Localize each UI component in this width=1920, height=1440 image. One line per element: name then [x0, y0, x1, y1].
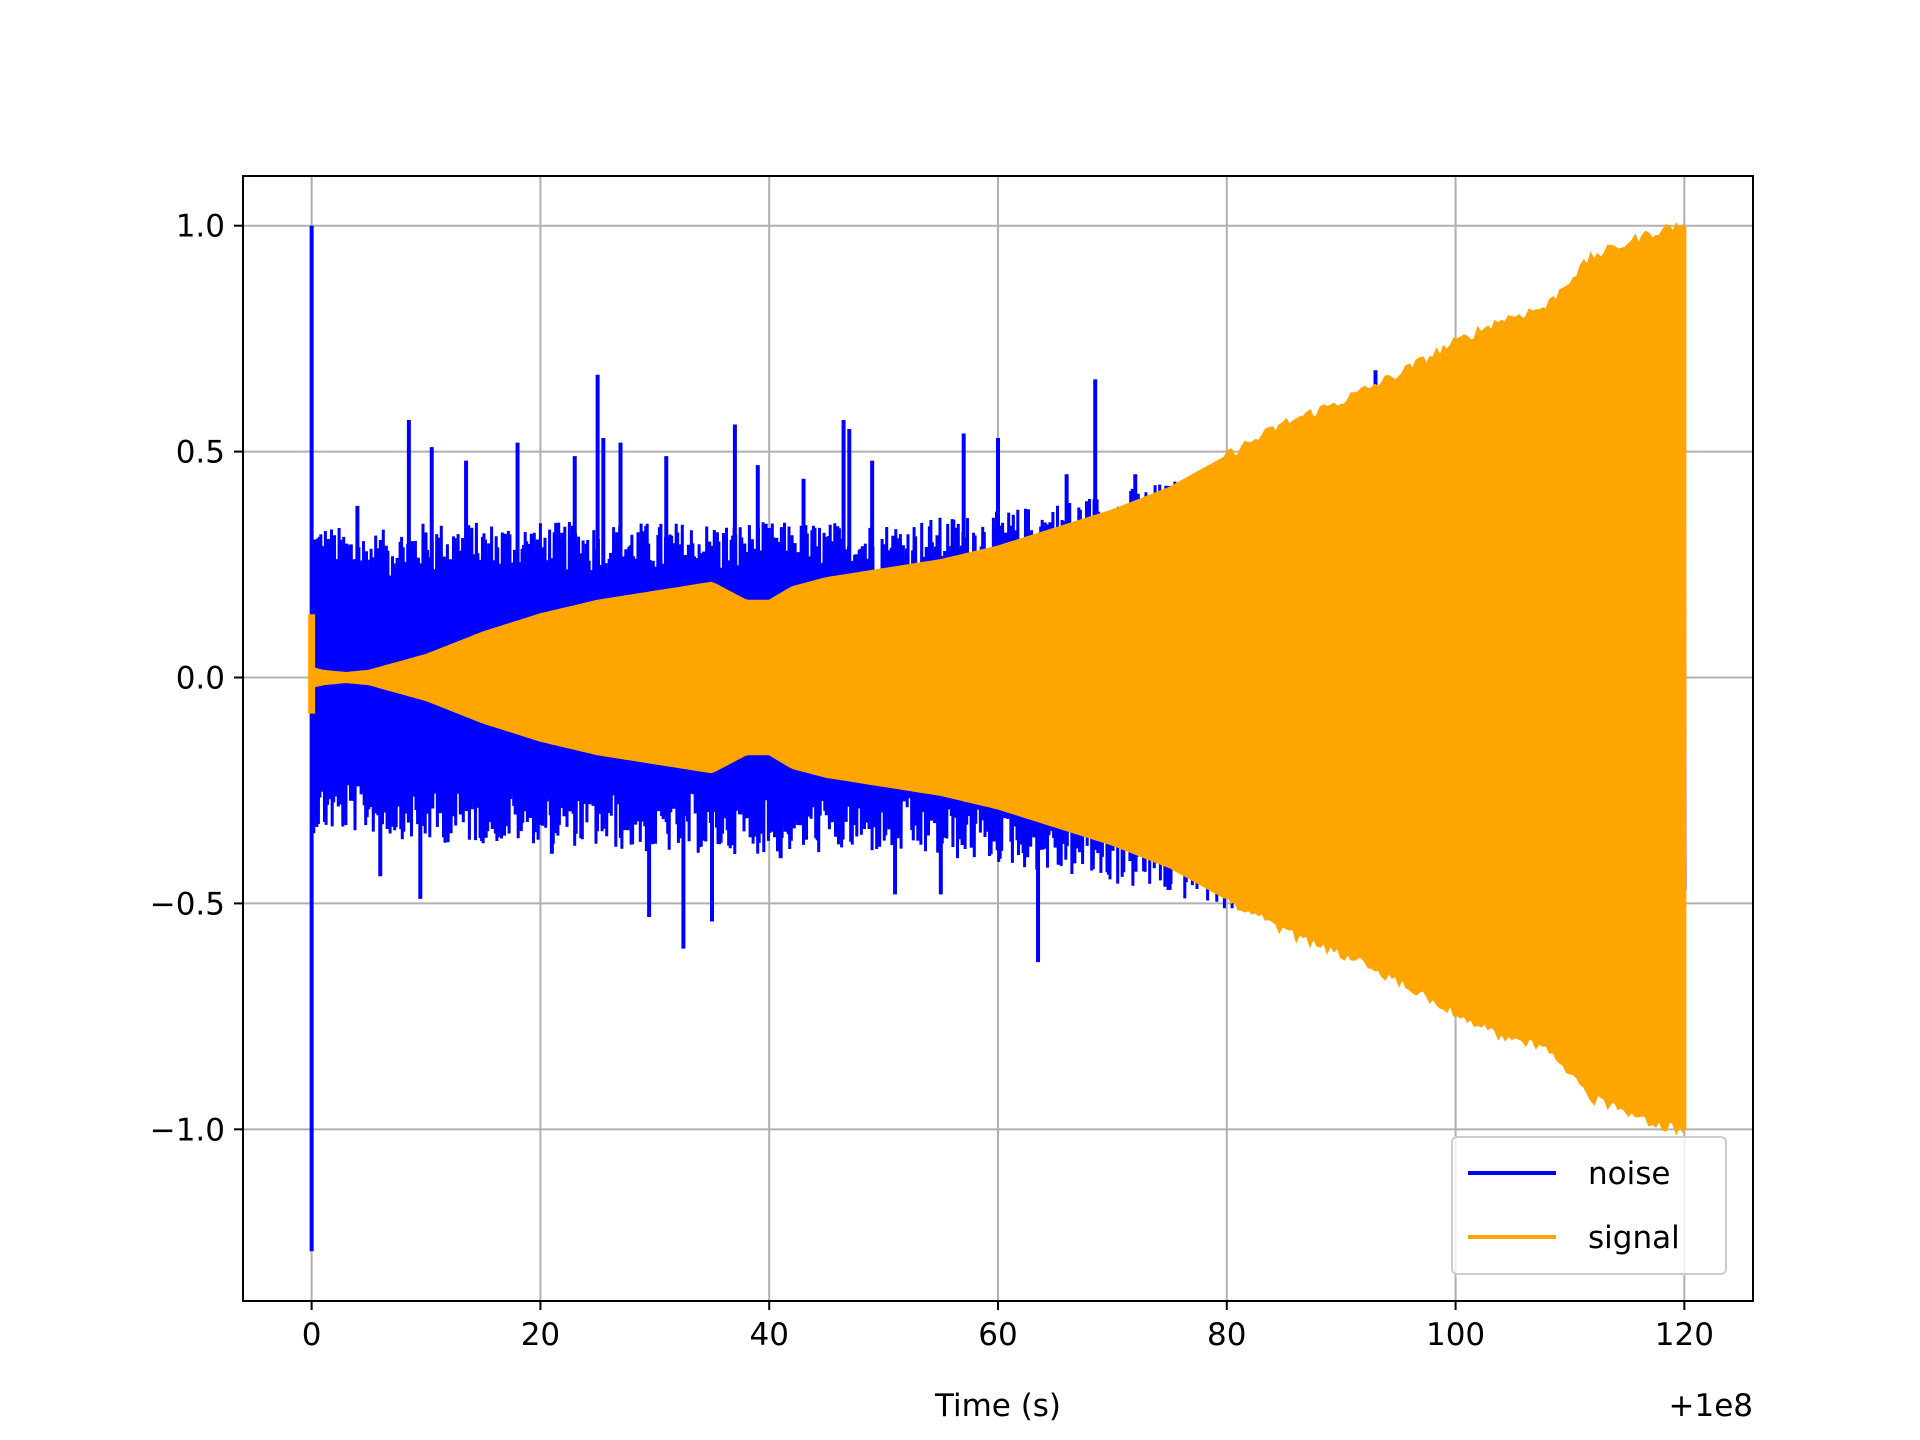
- legend-label-signal: signal: [1588, 1220, 1680, 1256]
- plot-area: [308, 222, 1687, 1252]
- x-tick-label: 60: [978, 1317, 1017, 1353]
- x-tick-label: 0: [302, 1317, 322, 1353]
- signal-envelope: [312, 222, 1685, 1136]
- x-tick-label: 20: [521, 1317, 560, 1353]
- y-tick-label: −1.0: [150, 1112, 225, 1148]
- y-axis-ticks: 1.0 0.5 0.0 −0.5 −1.0: [150, 209, 243, 1148]
- x-axis-offset-label: +1e8: [1669, 1388, 1754, 1424]
- y-tick-label: 0.0: [176, 661, 225, 697]
- x-tick-label: 100: [1426, 1317, 1485, 1353]
- legend-label-noise: noise: [1588, 1156, 1670, 1192]
- x-axis-ticks: 0 20 40 60 80 100 120: [302, 1301, 1714, 1353]
- x-tick-label: 80: [1207, 1317, 1246, 1353]
- y-tick-label: 0.5: [176, 435, 225, 471]
- plot-series: [308, 222, 1687, 1252]
- x-tick-label: 120: [1655, 1317, 1714, 1353]
- x-tick-label: 40: [749, 1317, 788, 1353]
- x-axis-label: Time (s): [934, 1388, 1061, 1424]
- y-tick-label: −0.5: [150, 886, 225, 922]
- legend: noise signal: [1451, 1136, 1727, 1275]
- series-signal: [308, 222, 1687, 1136]
- y-tick-label: 1.0: [176, 209, 225, 245]
